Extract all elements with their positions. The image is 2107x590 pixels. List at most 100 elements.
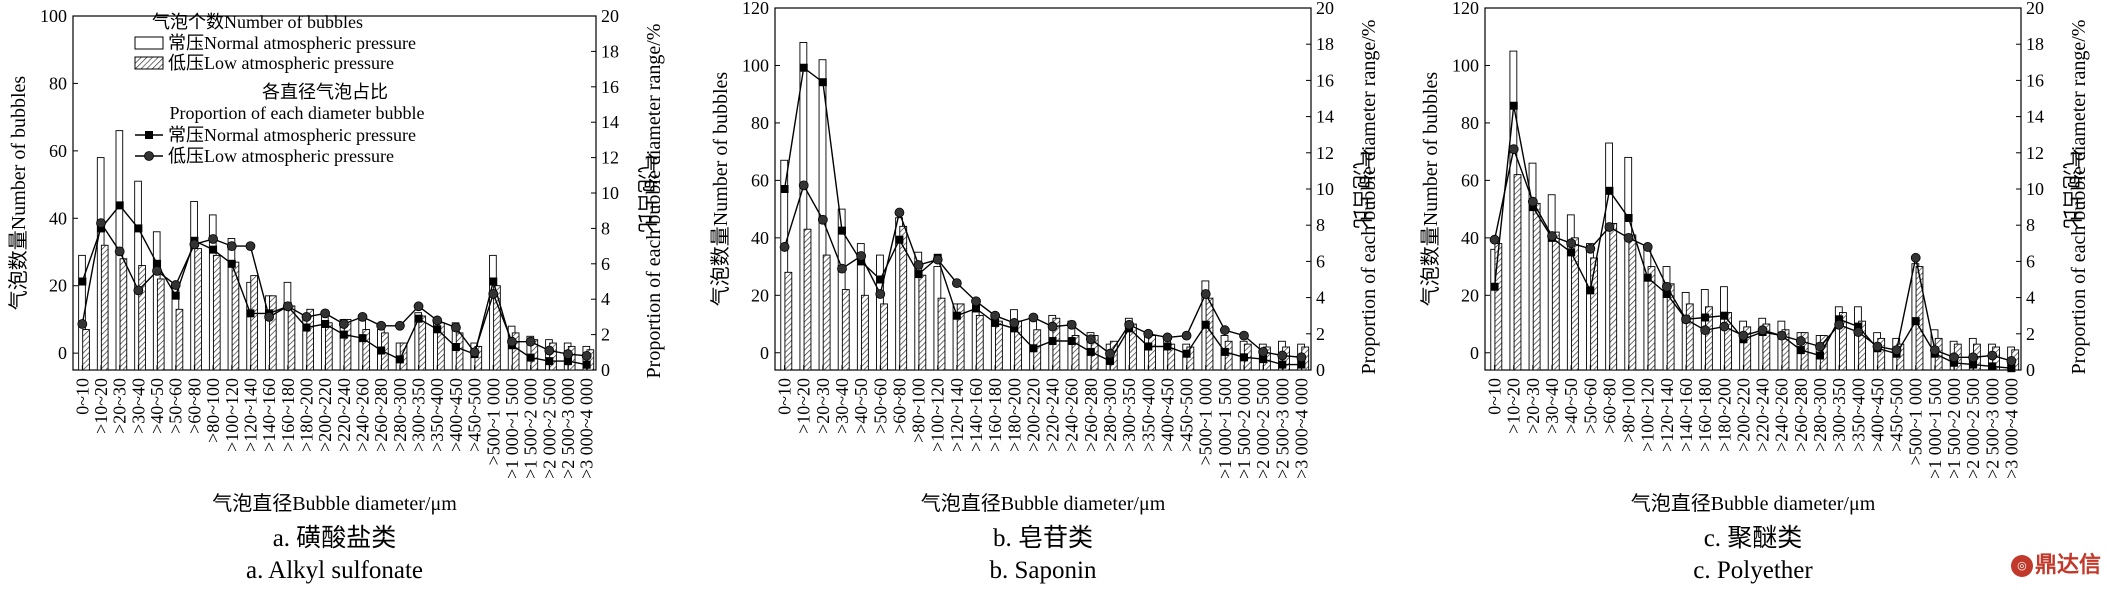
point-normal-pressure bbox=[1796, 346, 1805, 355]
bar-low-pressure bbox=[1877, 337, 1886, 371]
y-right-tick-label: 10 bbox=[2026, 179, 2044, 199]
x-tick-label: 0~10 bbox=[72, 378, 92, 415]
x-tick-label: >20~30 bbox=[1523, 378, 1543, 434]
point-low-pressure bbox=[413, 301, 424, 312]
x-tick-label: >100~120 bbox=[928, 378, 948, 452]
x-tick-label: >500~1 000 bbox=[1196, 378, 1216, 465]
point-normal-pressure bbox=[1029, 344, 1038, 353]
y-left-axis-label: 气泡数量Number of bubbles bbox=[1419, 72, 1442, 307]
x-tick-label: >80~100 bbox=[203, 378, 223, 443]
y-right-tick-label: 12 bbox=[2026, 143, 2044, 163]
x-tick-label: >300~350 bbox=[1829, 378, 1849, 452]
y-right-tick-label: 4 bbox=[601, 289, 610, 309]
point-low-pressure bbox=[245, 241, 256, 252]
y-right-tick-label: 4 bbox=[2026, 288, 2035, 308]
point-low-pressure bbox=[1795, 336, 1806, 346]
point-low-pressure bbox=[1642, 242, 1653, 252]
point-normal-pressure bbox=[780, 185, 789, 193]
y-left-axis-label: 气泡数量Number of bubbles bbox=[7, 76, 30, 311]
line-low-pressure bbox=[81, 221, 587, 357]
x-tick-label: >2 500~3 000 bbox=[1272, 378, 1292, 479]
point-low-pressure bbox=[264, 311, 275, 322]
point-low-pressure bbox=[469, 347, 480, 358]
y-left-tick-label: 40 bbox=[49, 208, 67, 228]
x-tick-label: >1 000~1 500 bbox=[1215, 378, 1235, 479]
point-normal-pressure bbox=[1528, 203, 1537, 212]
point-normal-pressure bbox=[377, 346, 386, 355]
x-tick-label: >260~280 bbox=[1791, 378, 1811, 452]
bar-low-pressure bbox=[362, 329, 371, 371]
x-tick-label: >50~60 bbox=[166, 378, 186, 434]
point-normal-pressure bbox=[1182, 349, 1191, 358]
point-normal-pressure bbox=[563, 357, 572, 366]
y-left-tick-label: 60 bbox=[751, 170, 769, 190]
bar-low-pressure bbox=[511, 332, 520, 371]
x-tick-label: >140~160 bbox=[259, 378, 279, 452]
point-normal-pressure bbox=[97, 224, 106, 233]
x-tick-label: >280~300 bbox=[1100, 378, 1120, 452]
point-normal-pressure bbox=[171, 291, 180, 300]
point-low-pressure bbox=[488, 288, 499, 299]
point-low-pressure bbox=[817, 214, 828, 225]
point-low-pressure bbox=[856, 251, 867, 261]
x-tick-label: >450~500 bbox=[465, 378, 485, 452]
bar-low-pressure bbox=[841, 289, 850, 371]
legend-prop-low: 低压Low atmospheric pressure bbox=[168, 146, 394, 166]
point-normal-pressure bbox=[339, 330, 348, 339]
point-low-pressure bbox=[133, 285, 144, 296]
x-tick-label: >2 000~2 500 bbox=[539, 378, 559, 479]
point-normal-pressure bbox=[895, 235, 904, 244]
x-tick-label: >2 000~2 500 bbox=[1253, 378, 1273, 479]
x-tick-label: >3 000~4 000 bbox=[577, 378, 597, 479]
legend-count-normal: 常压Normal atmospheric pressure bbox=[168, 33, 416, 53]
y-left-tick-label: 80 bbox=[751, 113, 769, 133]
y-right-tick-label: 10 bbox=[601, 183, 619, 203]
x-tick-label: >60~80 bbox=[184, 378, 204, 434]
point-low-pressure bbox=[990, 310, 1001, 321]
point-low-pressure bbox=[1547, 231, 1557, 241]
y-right-tick-label: 16 bbox=[2026, 70, 2044, 90]
point-normal-pressure bbox=[451, 342, 460, 351]
point-low-pressure bbox=[1296, 352, 1307, 363]
panel-caption-cn: c. 聚醚类 bbox=[1704, 524, 1803, 552]
y-left-tick-label: 80 bbox=[1461, 113, 1479, 133]
point-normal-pressure bbox=[1106, 356, 1114, 365]
point-low-pressure bbox=[971, 296, 981, 307]
legend-swatch-hatched bbox=[134, 56, 164, 70]
point-low-pressure bbox=[1066, 319, 1077, 330]
point-low-pressure bbox=[1181, 330, 1192, 341]
x-tick-label: >400~450 bbox=[1867, 378, 1887, 452]
y-right-axis-label-en: Proportion of each bubble diameter range… bbox=[1358, 20, 1380, 375]
y-left-tick-label: 60 bbox=[49, 141, 67, 161]
x-tick-label: >50~60 bbox=[1580, 378, 1600, 434]
bar-low-pressure bbox=[1705, 306, 1713, 371]
point-normal-pressure bbox=[1911, 317, 1920, 326]
y-right-tick-label: 2 bbox=[2026, 324, 2035, 344]
point-normal-pressure bbox=[1086, 347, 1095, 356]
plot-frame bbox=[774, 7, 1312, 371]
legend-marker-square bbox=[145, 131, 153, 139]
point-low-pressure bbox=[875, 289, 886, 299]
y-left-tick-label: 0 bbox=[1470, 343, 1479, 363]
bar-low-pressure bbox=[287, 305, 296, 371]
y-right-tick-label: 14 bbox=[1316, 107, 1334, 127]
x-tick-label: >300~350 bbox=[409, 378, 429, 452]
point-low-pressure bbox=[1949, 352, 1959, 363]
bar-low-pressure bbox=[474, 345, 483, 371]
bar-low-pressure bbox=[250, 275, 258, 371]
y-left-tick-label: 0 bbox=[760, 343, 769, 363]
point-normal-pressure bbox=[545, 357, 554, 366]
chart-panel-alkyl-sulfonate: 020406080100024681012141618200~10>10~20>… bbox=[7, 6, 665, 584]
y-right-tick-label: 10 bbox=[1316, 179, 1334, 199]
point-low-pressure bbox=[114, 246, 125, 257]
bar-low-pressure bbox=[82, 329, 90, 371]
point-normal-pressure bbox=[914, 270, 923, 279]
x-tick-label: >100~120 bbox=[1638, 378, 1658, 452]
x-tick-label: >220~240 bbox=[1043, 378, 1063, 452]
bar-low-pressure bbox=[325, 322, 333, 371]
point-low-pressure bbox=[1258, 346, 1269, 357]
point-normal-pressure bbox=[414, 314, 423, 323]
point-normal-pressure bbox=[1010, 324, 1019, 333]
x-tick-label: >20~30 bbox=[110, 378, 130, 434]
